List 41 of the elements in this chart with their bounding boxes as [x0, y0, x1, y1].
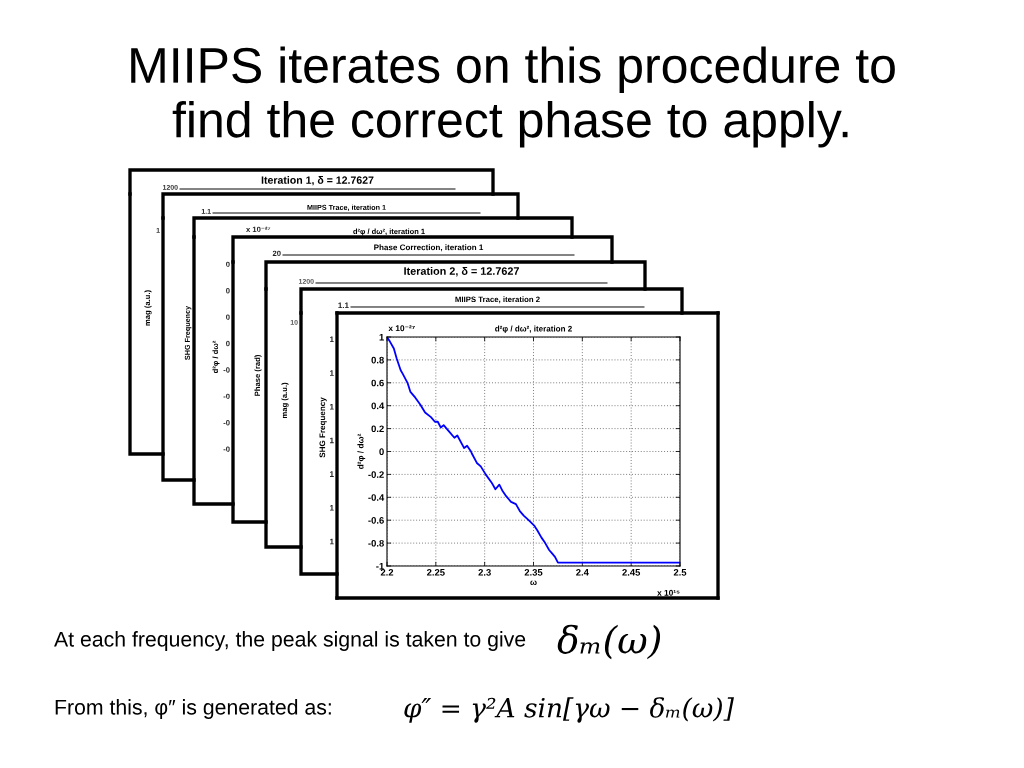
x-axis-title: ω [530, 580, 537, 586]
text: φ″ = γ²A sin[γω − δₘ(ω)] [404, 697, 734, 723]
text: 1 [330, 336, 334, 343]
line-series [387, 337, 680, 564]
x-tick-label: 2.2 [380, 569, 394, 576]
text: 1 [330, 505, 334, 511]
y-tick-label: -0.4 [368, 494, 385, 501]
x-tick-label: 2.35 [524, 569, 543, 576]
y-axis-title: d²φ / dω² [357, 433, 366, 469]
y-tick-label: 0.2 [371, 425, 384, 433]
text: 1 [330, 437, 334, 444]
x-tick-label: 2.25 [426, 569, 445, 576]
text: δₘ(ω) [557, 624, 661, 660]
y-tick-label: 0 [379, 448, 384, 456]
text: From this, φ″ is generated as: [55, 699, 331, 719]
y-tick-label: -1 [376, 562, 384, 570]
x-tick-label: 2.5 [673, 569, 687, 576]
x-tick-label: 2.45 [622, 569, 641, 576]
y-tick-label: 1 [379, 333, 384, 341]
y-tick-label: 0.6 [371, 379, 384, 387]
y-tick-label: -0.2 [368, 471, 384, 478]
text: 1.1 [338, 302, 349, 309]
x-tick-label: 2.3 [478, 569, 491, 576]
text: MIIPS iterates on this procedure to find the correct phase to apply. [131, 46, 895, 148]
y-tick-label: 0.4 [371, 402, 385, 410]
text: Iteration 2, δ = 12.7627 [404, 266, 519, 277]
text: At each frequency, the peak signal is taken to give [54, 631, 526, 651]
y-tick-label: -0.6 [368, 517, 384, 524]
text: 1 [330, 370, 334, 376]
text: 1 [330, 471, 334, 477]
y-tick-label: 0.8 [371, 356, 384, 364]
chart-title: d²φ / dω², iteration 2 [495, 325, 572, 334]
y-tick-label: -0.8 [368, 539, 384, 547]
text: Phase Correction, iteration 1 [374, 244, 484, 252]
text: Iteration 1, δ = 12.7627 [261, 176, 374, 186]
x-tick-label: 2.4 [576, 569, 589, 576]
text: x 10⁻²⁷ [388, 325, 415, 332]
text: SHG Frequency [319, 397, 327, 458]
text: 1 [330, 538, 334, 545]
text: 1 [330, 403, 334, 410]
text: x 10¹⁵ [657, 589, 680, 596]
